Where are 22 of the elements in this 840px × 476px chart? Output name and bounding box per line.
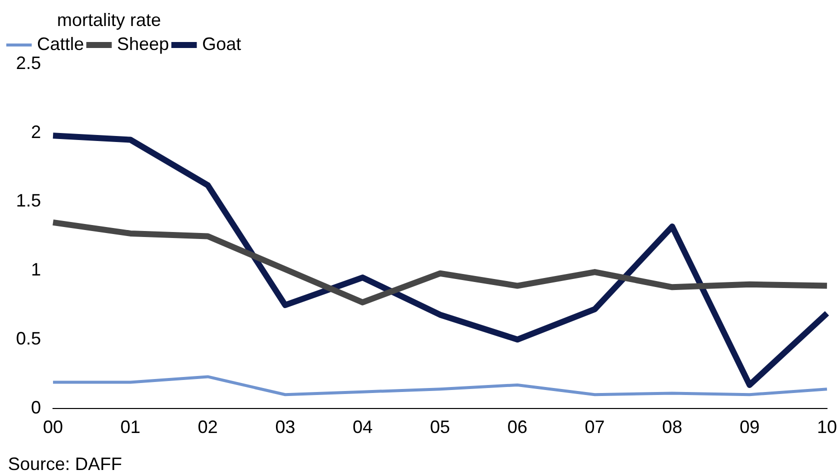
x-tick-label: 03 [275,417,296,438]
y-axis-title: mortality rate [57,10,162,30]
legend-label: Cattle [37,34,84,54]
x-tick-label: 07 [584,417,605,438]
y-tick-label: 2.5 [16,52,42,73]
y-tick-label: 1 [31,260,42,280]
source-note: Source: DAFF [8,454,122,474]
x-tick-label: 06 [507,417,528,438]
y-tick-label: 0 [31,397,42,418]
x-tick-label: 02 [198,417,218,438]
y-tick-label: 1.5 [16,190,42,211]
x-tick-label: 00 [43,417,64,438]
y-tick-label: 2 [31,122,42,142]
x-tick-label: 10 [816,417,838,438]
y-tick-label: 0.5 [16,328,42,348]
x-tick-label: 01 [120,417,140,438]
legend-label: Sheep [117,34,170,54]
x-tick-label: 05 [430,417,450,438]
x-tick-label: 04 [352,417,373,438]
x-tick-label: 09 [740,417,760,438]
x-tick-label: 08 [662,417,682,438]
legend-label: Goat [202,34,242,54]
